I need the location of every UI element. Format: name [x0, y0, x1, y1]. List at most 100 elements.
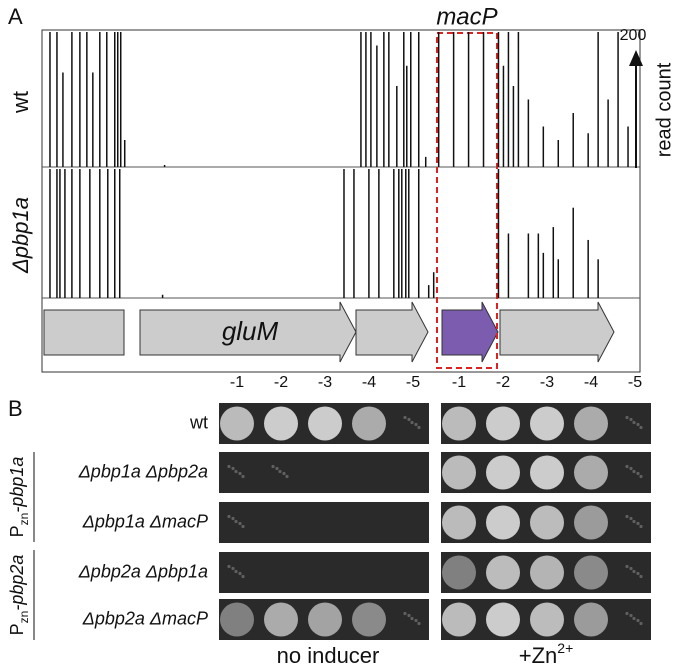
colony	[632, 616, 636, 621]
colony	[639, 425, 643, 430]
colony	[238, 471, 242, 476]
spot	[486, 455, 520, 490]
spot	[352, 406, 386, 441]
colony	[271, 464, 275, 469]
colony	[629, 613, 633, 618]
scale-max: 200	[620, 27, 647, 44]
dilution-label: -2	[274, 374, 288, 391]
colony	[278, 469, 282, 474]
dilution-label: -3	[540, 374, 554, 391]
colony	[636, 521, 640, 526]
spot	[442, 406, 476, 441]
track-name: Δpbp1a	[8, 197, 33, 274]
colony	[410, 616, 414, 621]
spot	[264, 406, 298, 441]
colony	[403, 611, 407, 616]
spot	[574, 406, 608, 441]
colony	[632, 469, 636, 474]
plate-image	[219, 452, 429, 493]
spot	[352, 602, 386, 637]
colony	[636, 471, 640, 476]
scale-title: read count	[653, 62, 675, 157]
strain-label: Δpbp1a ΔmacP	[82, 511, 208, 531]
group-prefix: P	[7, 525, 27, 537]
colony	[629, 417, 633, 422]
dilution-label: -4	[362, 374, 376, 391]
colony	[417, 621, 421, 626]
colony	[407, 613, 411, 618]
spot	[220, 602, 254, 637]
colony	[629, 466, 633, 471]
colony	[231, 516, 235, 521]
colony	[410, 420, 414, 425]
feature-label: gluM	[222, 316, 279, 346]
strain-label: Δpbp2a ΔmacP	[82, 608, 208, 628]
spot	[442, 602, 476, 637]
colony	[234, 519, 238, 524]
colony	[639, 574, 643, 579]
dilution-label: -1	[452, 374, 466, 391]
colony	[639, 524, 643, 529]
colony	[625, 415, 629, 420]
group-prefix: P	[7, 623, 27, 635]
group-sub: zn	[17, 611, 31, 624]
colony	[414, 618, 418, 623]
colony	[227, 514, 231, 519]
colony	[632, 420, 636, 425]
condition-label: no inducer	[277, 643, 380, 667]
colony	[231, 566, 235, 571]
spot	[308, 406, 342, 441]
spot	[530, 455, 564, 490]
condition-text: +Zn	[519, 643, 558, 667]
panel-label: A	[8, 4, 23, 29]
colony	[625, 514, 629, 519]
strain-label: Δpbp1a Δpbp2a	[78, 461, 208, 481]
spot	[486, 406, 520, 441]
spot	[486, 555, 520, 590]
spot	[442, 505, 476, 540]
colony	[636, 422, 640, 427]
dilution-label: -3	[318, 374, 332, 391]
spot	[530, 555, 564, 590]
plate-image	[219, 502, 429, 543]
spot	[486, 505, 520, 540]
dilution-label: -1	[230, 374, 244, 391]
group-name: -pbp1a	[7, 457, 27, 513]
colony	[632, 569, 636, 574]
colony	[639, 474, 643, 479]
colony	[227, 464, 231, 469]
dilution-label: -5	[406, 374, 420, 391]
strain-label: wt	[189, 412, 208, 432]
group-sub: zn	[17, 513, 31, 526]
track-frame	[41, 29, 641, 373]
colony	[285, 474, 289, 479]
spot	[574, 455, 608, 490]
spot	[530, 505, 564, 540]
colony	[625, 564, 629, 569]
colony	[234, 469, 238, 474]
scale-arrowhead	[629, 50, 643, 66]
colony	[241, 524, 245, 529]
colony	[636, 618, 640, 623]
colony	[234, 569, 238, 574]
spot	[574, 602, 608, 637]
spot	[530, 406, 564, 441]
colony	[629, 566, 633, 571]
colony	[625, 464, 629, 469]
spot	[574, 505, 608, 540]
group-label: Pzn-pbp2a	[7, 555, 31, 636]
group-label: Pzn-pbp1a	[7, 457, 31, 538]
colony	[625, 611, 629, 616]
highlight-box	[436, 32, 498, 369]
spot	[486, 602, 520, 637]
spot	[220, 406, 254, 441]
gene-arrows	[43, 301, 615, 363]
spot	[442, 555, 476, 590]
dilution-label: -2	[496, 374, 510, 391]
colony	[238, 571, 242, 576]
colony	[403, 415, 407, 420]
dilution-label: -5	[628, 374, 642, 391]
colony	[282, 471, 286, 476]
spot	[442, 455, 476, 490]
